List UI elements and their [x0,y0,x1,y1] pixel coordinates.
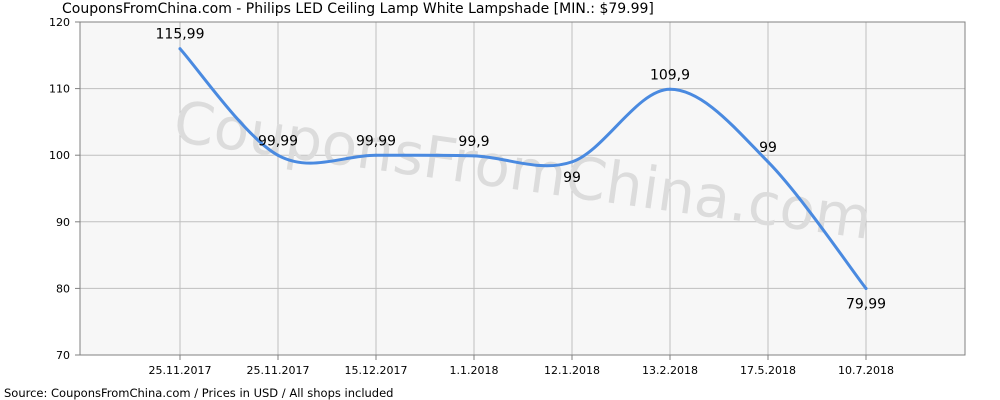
x-tick-label: 15.12.2017 [345,364,408,377]
data-point [570,160,574,164]
chart-source: Source: CouponsFromChina.com / Prices in… [4,386,394,400]
y-tick-label: 90 [56,216,70,229]
y-tick-label: 80 [56,282,70,295]
x-tick-label: 12.1.2018 [544,364,600,377]
data-label: 99,99 [258,133,298,149]
data-point [766,160,770,164]
x-tick-label: 10.7.2018 [838,364,894,377]
data-point [178,47,182,51]
data-label: 79,99 [846,296,886,312]
x-tick-label: 13.2.2018 [642,364,698,377]
y-tick-label: 120 [49,16,70,29]
data-label: 99,99 [356,133,396,149]
data-label: 99 [759,140,777,156]
x-tick-label: 25.11.2017 [247,364,310,377]
plot-border [79,21,966,356]
x-tick-label: 25.11.2017 [149,364,212,377]
y-tick-label: 100 [49,149,70,162]
plot-area [80,22,965,355]
y-tick-label: 110 [49,83,70,96]
data-label: 99,9 [458,134,489,150]
chart-title: CouponsFromChina.com - Philips LED Ceili… [62,1,654,17]
data-point [668,87,672,91]
data-point [472,154,476,158]
x-tick-label: 1.1.2018 [450,364,499,377]
data-label: 99 [563,170,581,186]
y-tick-label: 70 [56,349,70,362]
data-point [374,153,378,157]
data-point [276,153,280,157]
data-point [864,286,868,290]
data-label: 109,9 [650,67,690,83]
data-label: 115,99 [156,27,205,43]
x-tick-label: 17.5.2018 [740,364,796,377]
